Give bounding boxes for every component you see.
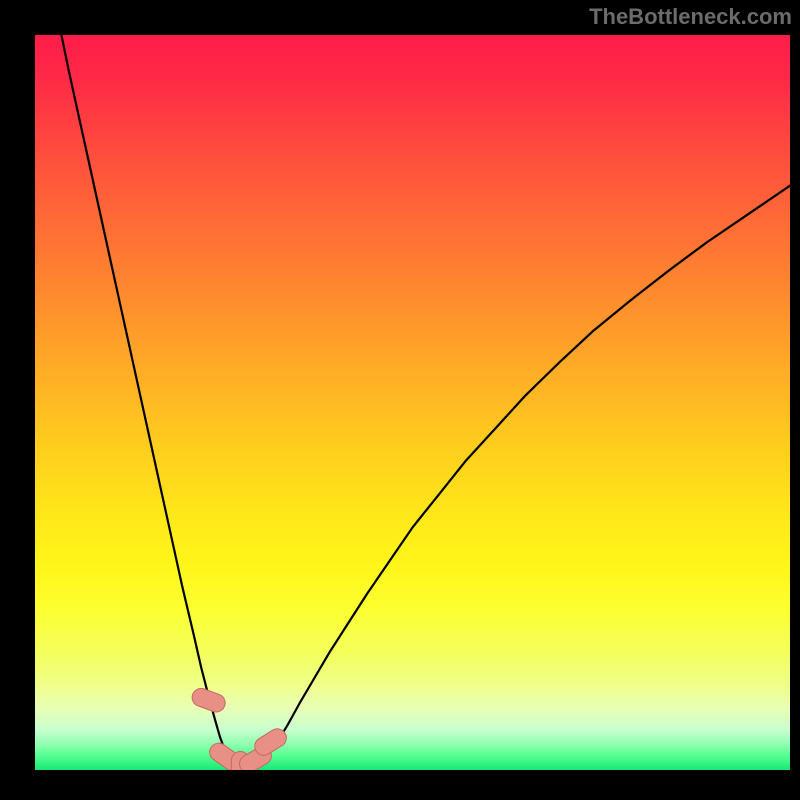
curve-right xyxy=(242,186,790,769)
curve-marker xyxy=(190,686,228,715)
watermark-text: TheBottleneck.com xyxy=(589,4,792,30)
plot-svg xyxy=(35,35,790,770)
plot-area xyxy=(35,35,790,770)
curve-left xyxy=(61,35,241,769)
